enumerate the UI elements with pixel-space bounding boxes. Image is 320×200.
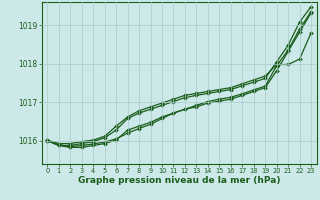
X-axis label: Graphe pression niveau de la mer (hPa): Graphe pression niveau de la mer (hPa) [78,176,280,185]
